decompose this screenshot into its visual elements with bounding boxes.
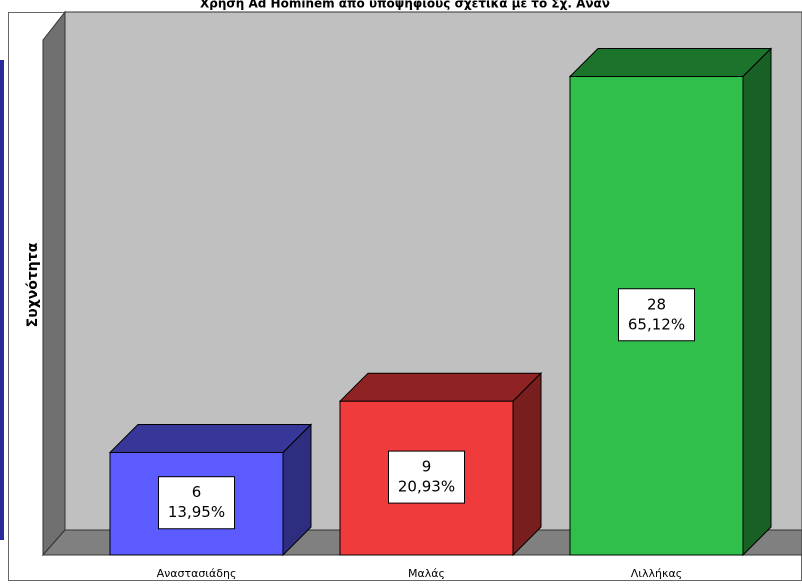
x-tick-label: Μαλάς: [408, 567, 445, 580]
data-label: 6: [192, 483, 202, 501]
bar-side: [742, 47, 772, 557]
x-tick-label: Αναστασιάδης: [157, 567, 237, 580]
data-label-box: [158, 476, 235, 530]
side-wall: [42, 10, 66, 557]
data-label: 28: [647, 295, 666, 313]
data-label: 9: [422, 458, 432, 476]
bar-side: [512, 371, 542, 557]
percent-label: 13,95%: [168, 503, 225, 521]
bar-top: [338, 372, 543, 402]
bar-top: [108, 423, 313, 453]
chart-title: Χρήση Ad Hominem από υποψηφίους σχετικά …: [200, 0, 610, 11]
bar: [338, 371, 543, 557]
data-label-box: [388, 450, 465, 504]
window-edge: [0, 60, 4, 540]
percent-label: 20,93%: [398, 478, 455, 496]
x-tick-label: Λιλλήκας: [631, 567, 682, 580]
y-axis-label: Συχνότητα: [25, 242, 41, 327]
bar-top: [568, 48, 773, 78]
data-label-box: [618, 288, 695, 342]
percent-label: 65,12%: [628, 315, 685, 333]
